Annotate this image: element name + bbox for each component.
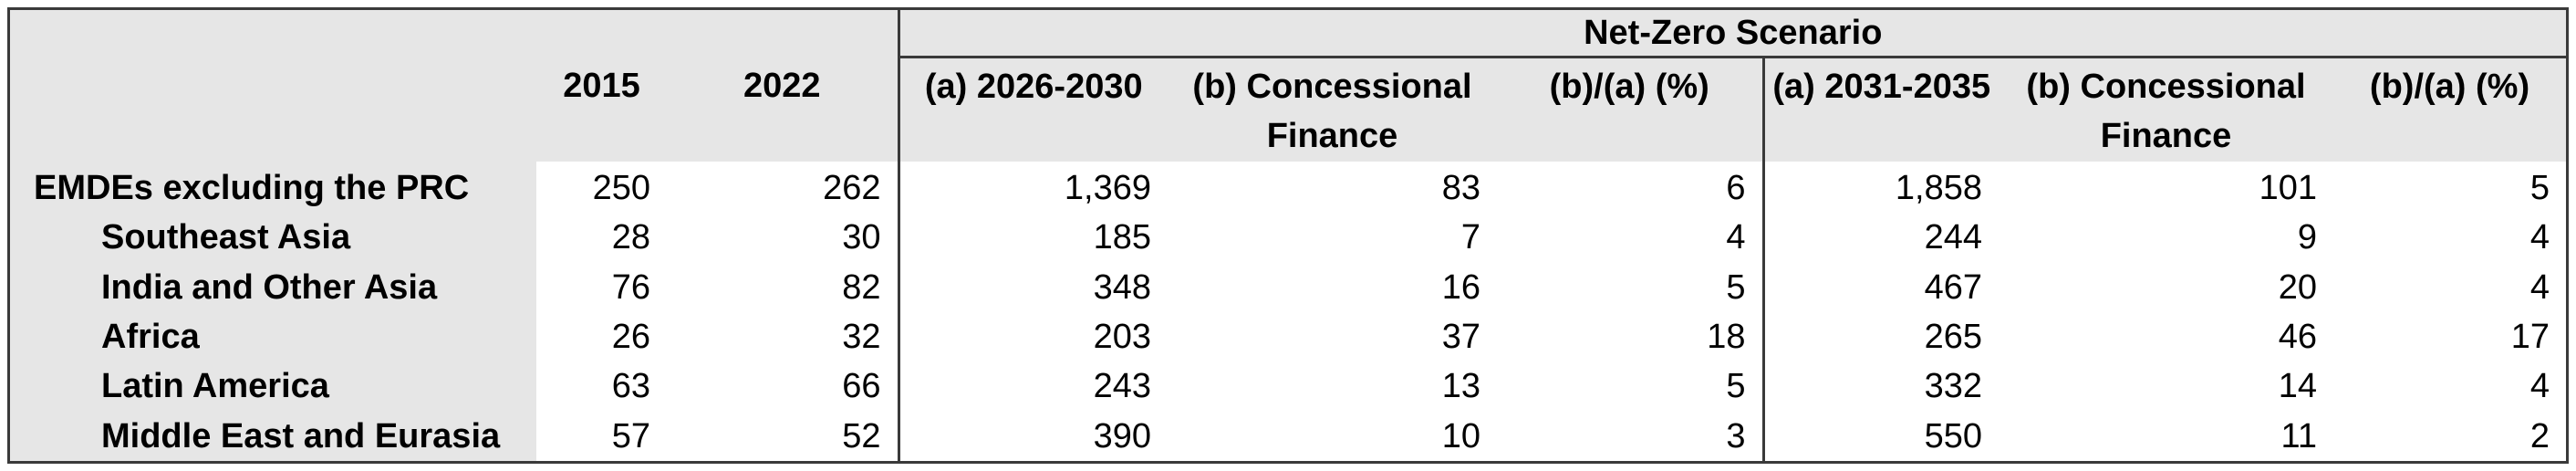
cell-p2-ratio: 4	[2529, 267, 2550, 307]
col-header-p1-ratio: (b)/(a) (%)	[1497, 57, 1763, 162]
cell-p1-investment: 348	[897, 262, 1168, 312]
column-header-row: 2015 2022 (a) 2026-2030 (b) Concessional…	[10, 57, 2567, 162]
cell-2022: 66	[842, 367, 881, 406]
cell-p2-investment: 332	[1761, 361, 1999, 412]
finance-table: Net-Zero Scenario 2015 2022 (a) 2026-203…	[10, 10, 2567, 461]
row-label: India and Other Asia	[10, 262, 536, 312]
cell-p1-ratio: 4	[1726, 218, 1746, 257]
cell-p2-investment: 550	[1761, 411, 1999, 461]
row-label: Middle East and Eurasia	[10, 411, 536, 461]
cell-p2-ratio: 5	[2529, 169, 2550, 208]
cell-2022: 82	[842, 267, 881, 307]
cell-p1-concessional: 16	[1441, 267, 1480, 307]
cell-p1-ratio: 3	[1726, 416, 1746, 455]
cell-p1-concessional: 37	[1441, 318, 1480, 357]
cell-p1-ratio: 6	[1726, 169, 1746, 208]
cell-p1-investment: 203	[897, 311, 1168, 362]
table-row: EMDEs excluding the PRC 250 262 1,369 83…	[10, 162, 2566, 214]
cell-p1-investment: 390	[897, 411, 1168, 461]
col-header-p1-concessional-line2: Finance	[1266, 117, 1398, 156]
table-row: Latin America 63 66 243 13 5 332 14 4	[10, 361, 2566, 412]
col-header-p2-concessional-line2: Finance	[2100, 117, 2232, 156]
group-header-net-zero: Net-Zero Scenario	[897, 10, 2567, 59]
col-header-2015: 2015	[536, 57, 667, 162]
cell-p1-concessional: 10	[1441, 416, 1480, 455]
table-row: Southeast Asia 28 30 185 7 4 244 9 4	[10, 213, 2566, 263]
cell-p1-investment: 185	[897, 213, 1168, 263]
cell-p2-ratio: 4	[2529, 218, 2550, 257]
cell-2022: 30	[842, 218, 881, 257]
col-header-p1-investment: (a) 2026-2030	[897, 57, 1168, 162]
cell-2015: 63	[611, 367, 650, 406]
cell-p1-concessional: 13	[1441, 367, 1480, 406]
cell-p2-concessional: 20	[2278, 267, 2317, 307]
row-label: Southeast Asia	[10, 213, 536, 263]
cell-p2-investment: 244	[1761, 213, 1999, 263]
cell-p2-concessional: 14	[2278, 367, 2317, 406]
table-row: India and Other Asia 76 82 348 16 5 467 …	[10, 262, 2566, 312]
cell-p2-concessional: 11	[2280, 416, 2317, 455]
cell-2022: 32	[842, 318, 881, 357]
cell-p1-concessional: 83	[1441, 169, 1480, 208]
cell-p2-investment: 265	[1761, 311, 1999, 362]
cell-p2-concessional: 101	[2259, 169, 2317, 208]
cell-p2-ratio: 17	[2510, 318, 2550, 357]
cell-p2-concessional: 9	[2297, 218, 2317, 257]
col-header-p1-concessional: (b) Concessional Finance	[1168, 57, 1497, 162]
cell-2015: 26	[611, 318, 650, 357]
cell-p1-ratio: 5	[1726, 267, 1746, 307]
cell-p2-concessional: 46	[2278, 318, 2317, 357]
table-row: Middle East and Eurasia 57 52 390 10 3 5…	[10, 411, 2566, 461]
col-header-p2-ratio: (b)/(a) (%)	[2333, 57, 2567, 162]
col-header-2022: 2022	[667, 57, 898, 162]
cell-p1-investment: 1,369	[897, 162, 1168, 214]
finance-table-frame: Net-Zero Scenario 2015 2022 (a) 2026-203…	[7, 7, 2569, 464]
group-header-row: Net-Zero Scenario	[10, 10, 2567, 59]
row-label: Latin America	[10, 361, 536, 412]
row-label: EMDEs excluding the PRC	[10, 162, 536, 214]
cell-p2-investment: 467	[1761, 262, 1999, 312]
cell-p1-concessional: 7	[1460, 218, 1480, 257]
col-header-p1-concessional-line1: (b) Concessional	[1192, 68, 1472, 107]
cell-2015: 250	[592, 169, 650, 208]
cell-2022: 52	[842, 416, 881, 455]
cell-p1-ratio: 18	[1707, 318, 1746, 357]
cell-p2-ratio: 4	[2529, 367, 2550, 406]
col-header-p2-concessional-line1: (b) Concessional	[2026, 68, 2306, 107]
cell-p2-ratio: 2	[2529, 416, 2550, 455]
cell-2015: 28	[611, 218, 650, 257]
cell-2015: 57	[611, 416, 650, 455]
cell-p1-investment: 243	[897, 361, 1168, 412]
cell-p2-investment: 1,858	[1761, 162, 1999, 214]
cell-2022: 262	[823, 169, 881, 208]
col-header-p2-concessional: (b) Concessional Finance	[1999, 57, 2333, 162]
table-row: Africa 26 32 203 37 18 265 46 17	[10, 311, 2566, 362]
col-header-p2-investment: (a) 2031-2035	[1761, 57, 1999, 162]
header-blank-cell	[10, 10, 536, 58]
cell-p1-ratio: 5	[1726, 367, 1746, 406]
row-label: Africa	[10, 311, 536, 362]
cell-2015: 76	[611, 267, 650, 307]
